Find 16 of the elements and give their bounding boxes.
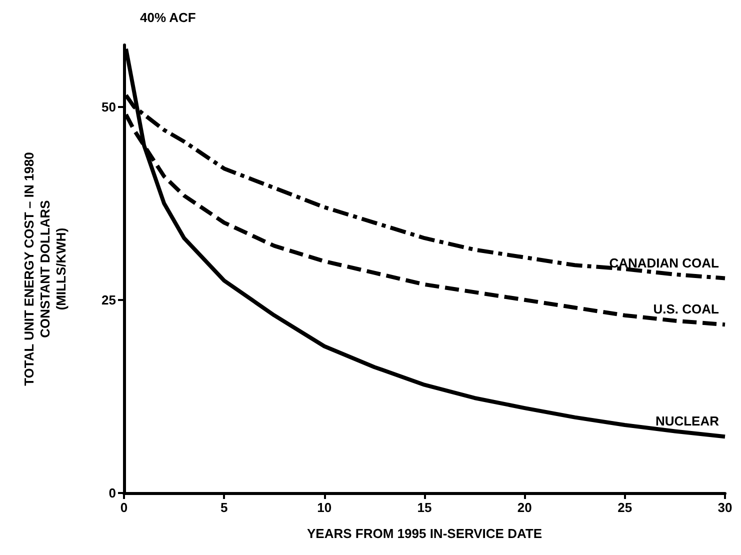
y-tick-label: 0 <box>108 486 116 500</box>
y-axis-title: TOTAL UNIT ENERGY COST – IN 1980 CONSTANT DOLLARS (MILLS/KWH) <box>22 152 68 386</box>
series-label: U.S. COAL <box>653 302 720 317</box>
x-tick-label: 0 <box>120 500 128 515</box>
x-tick-label: 30 <box>718 500 732 515</box>
series-label: NUCLEAR <box>655 414 720 429</box>
y-tick-label: 25 <box>102 292 116 308</box>
x-tick-label: 5 <box>220 500 228 515</box>
chart-title: 40% ACF <box>140 10 196 25</box>
x-tick-label: 15 <box>417 500 432 515</box>
series-label: CANADIAN COAL <box>609 255 720 270</box>
x-tick-label: 10 <box>317 500 332 515</box>
y-tick-label: 50 <box>102 99 116 114</box>
x-axis-title: YEARS FROM 1995 IN-SERVICE DATE <box>306 526 542 541</box>
x-tick-label: 20 <box>517 500 532 515</box>
x-tick-label: 25 <box>618 500 632 515</box>
